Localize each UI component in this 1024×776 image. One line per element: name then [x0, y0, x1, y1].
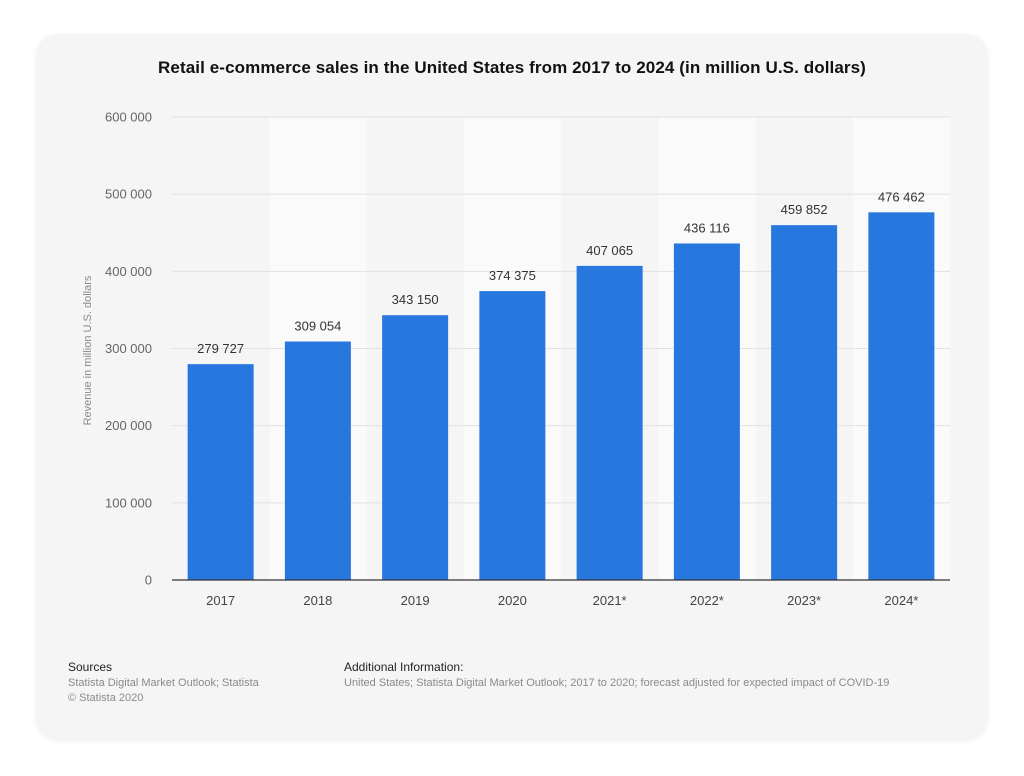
sources-text: Statista Digital Market Outlook; Statist…	[68, 677, 259, 689]
y-axis-title: Revenue in million U.S. dollars	[82, 275, 94, 425]
bar-2019	[382, 315, 449, 580]
data-label: 476 462	[878, 189, 925, 204]
copyright-text: © Statista 2020	[68, 692, 144, 704]
y-tick-label: 500 000	[105, 187, 152, 202]
x-tick-label: 2022*	[690, 593, 724, 608]
sources-block: Sources Statista Digital Market Outlook;…	[68, 660, 259, 706]
additional-info-block: Additional Information: United States; S…	[344, 660, 889, 691]
chart-title: Retail e-commerce sales in the United St…	[158, 58, 866, 77]
x-tick-label: 2017	[206, 593, 235, 608]
bar-2024	[868, 212, 935, 581]
y-tick-label: 0	[145, 573, 152, 588]
y-tick-label: 200 000	[105, 418, 152, 433]
data-label: 279 727	[197, 341, 244, 356]
additional-info-text: United States; Statista Digital Market O…	[344, 677, 890, 689]
bar-2018	[284, 341, 351, 580]
data-label: 436 116	[684, 220, 730, 235]
bar-2022	[673, 243, 740, 581]
bar-2021	[576, 265, 643, 580]
y-tick-label: 400 000	[105, 264, 152, 279]
data-label: 374 375	[489, 268, 536, 283]
x-tick-label: 2021*	[593, 593, 627, 608]
bar-2023	[771, 225, 838, 581]
x-tick-label: 2024*	[884, 593, 918, 608]
y-tick-label: 100 000	[105, 495, 152, 510]
bar-2017	[187, 364, 254, 580]
x-tick-label: 2020	[498, 593, 527, 608]
data-label: 459 852	[781, 202, 828, 217]
y-tick-label: 300 000	[105, 341, 152, 356]
y-tick-label: 600 000	[105, 110, 152, 125]
data-label: 343 150	[392, 292, 439, 307]
bar-2020	[479, 291, 546, 580]
data-label: 407 065	[586, 243, 633, 258]
additional-info-heading[interactable]: Additional Information:	[344, 660, 464, 674]
x-tick-label: 2019	[401, 593, 430, 608]
sources-heading[interactable]: Sources	[68, 660, 113, 674]
data-label: 309 054	[294, 319, 341, 334]
x-tick-label: 2023*	[787, 593, 821, 608]
x-tick-label: 2018	[303, 593, 332, 608]
